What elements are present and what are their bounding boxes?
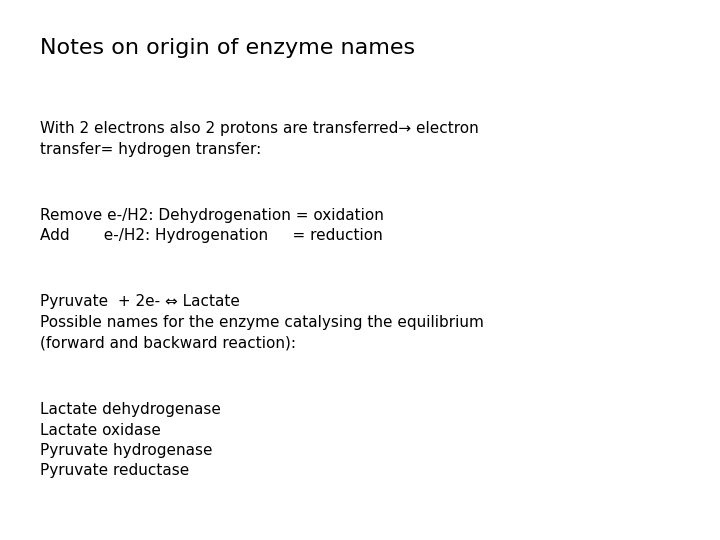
Text: Remove e-/H2: Dehydrogenation = oxidation
Add       e-/H2: Hydrogenation     = r: Remove e-/H2: Dehydrogenation = oxidatio… (40, 208, 384, 244)
Text: Lactate dehydrogenase
Lactate oxidase
Pyruvate hydrogenase
Pyruvate reductase: Lactate dehydrogenase Lactate oxidase Py… (40, 402, 220, 478)
Text: Notes on origin of enzyme names: Notes on origin of enzyme names (40, 38, 415, 58)
Text: Pyruvate  + 2e- ⇔ Lactate
Possible names for the enzyme catalysing the equilibri: Pyruvate + 2e- ⇔ Lactate Possible names … (40, 294, 483, 350)
Text: With 2 electrons also 2 protons are transferred→ electron
transfer= hydrogen tra: With 2 electrons also 2 protons are tran… (40, 122, 478, 157)
